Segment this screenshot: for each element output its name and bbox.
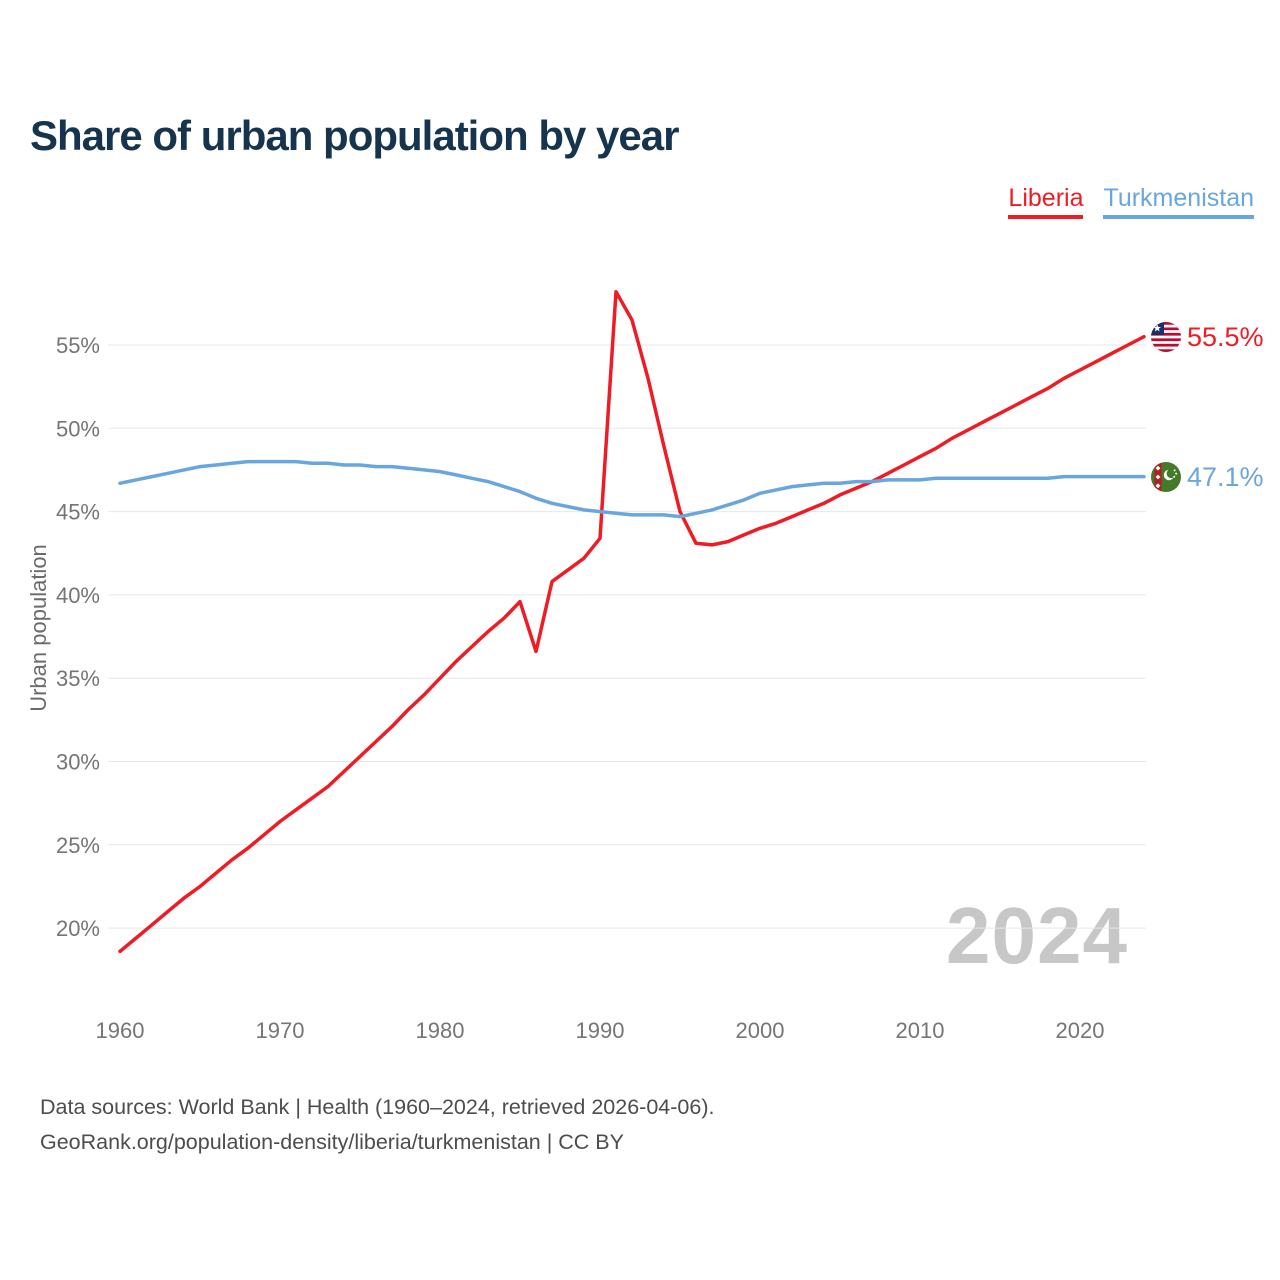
page-title: Share of urban population by year	[30, 112, 679, 159]
y-tick-label: 45%	[56, 500, 100, 525]
legend-item-liberia[interactable]: Liberia	[1008, 184, 1084, 219]
liberia-flag-icon	[1151, 322, 1181, 352]
x-tick-label: 2000	[736, 1018, 785, 1043]
y-tick-label: 30%	[56, 750, 100, 775]
watermark-year: 2024	[946, 891, 1128, 980]
x-tick-label: 1960	[96, 1018, 145, 1043]
y-tick-label: 50%	[56, 416, 100, 441]
x-tick-label: 1980	[416, 1018, 465, 1043]
x-tick-label: 2020	[1056, 1018, 1105, 1043]
line-turkmenistan	[118, 459, 1146, 519]
turkmenistan-flag-icon	[1151, 462, 1181, 492]
y-tick-label: 25%	[56, 833, 100, 858]
y-tick-label: 35%	[56, 666, 100, 691]
footer: Data sources: World Bank | Health (1960–…	[40, 1090, 714, 1160]
legend-item-turkmenistan[interactable]: Turkmenistan	[1103, 184, 1254, 219]
x-tick-label: 2010	[896, 1018, 945, 1043]
line-chart: 20% 25% 30% 35% 40% 45% 50% 55% 1960 1970 1980 1990…	[26, 289, 1146, 1043]
y-tick-label: 20%	[56, 916, 100, 941]
y-tick-label: 40%	[56, 583, 100, 608]
x-tick-label: 1970	[256, 1018, 305, 1043]
x-tick-label: 1990	[576, 1018, 625, 1043]
line-liberia	[118, 289, 1146, 954]
y-axis-title: Urban population	[26, 544, 51, 712]
liberia-end-value: 55.5%	[1187, 322, 1264, 352]
turkmenistan-end-value: 47.1%	[1187, 462, 1264, 492]
legend: Liberia Turkmenistan	[1008, 184, 1254, 219]
footer-sources: Data sources: World Bank | Health (1960–…	[40, 1095, 715, 1119]
footer-link[interactable]: GeoRank.org/population-density/liberia/t…	[40, 1130, 624, 1154]
y-tick-label: 55%	[56, 333, 100, 358]
